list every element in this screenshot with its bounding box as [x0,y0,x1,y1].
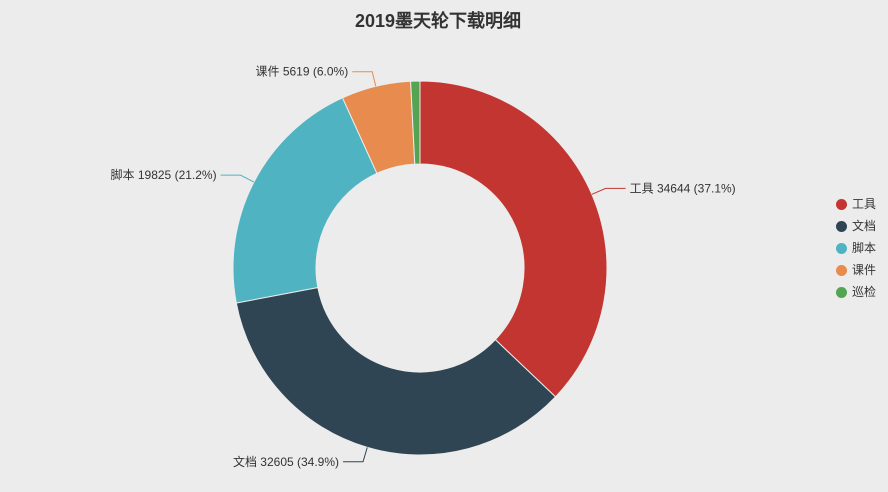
legend-item[interactable]: 课件 [835,263,876,277]
slice-label: 文档 32605 (34.9%) [233,454,339,469]
legend-item[interactable]: 文档 [835,219,876,233]
label-leader-line [591,187,626,195]
legend: 工具文档脚本课件巡检 [835,197,876,299]
label-leader-line [220,174,255,183]
legend-item[interactable]: 工具 [835,197,876,211]
legend-dot-icon [835,221,847,232]
legend-label: 巡检 [851,285,876,299]
legend-label: 工具 [851,197,876,211]
slice-label: 工具 34644 (37.1%) [630,181,736,195]
label-leader-line [352,71,377,87]
legend-item[interactable]: 巡检 [835,285,876,299]
legend-label: 脚本 [851,241,876,255]
legend-dot-icon [835,265,847,276]
legend-label: 课件 [851,263,876,277]
legend-item[interactable]: 脚本 [835,241,876,255]
pie-slice[interactable] [410,80,421,165]
legend-dot-icon [835,287,847,298]
slice-label: 脚本 19825 (21.2%) [111,167,217,182]
pie-slice[interactable] [232,97,378,304]
label-leader-line [343,447,368,463]
legend-dot-icon [835,243,847,254]
pie-slice[interactable] [235,286,557,456]
slice-label: 课件 5619 (6.0%) [256,65,349,79]
legend-dot-icon [835,199,847,210]
pie-slice[interactable] [419,80,608,398]
legend-label: 文档 [851,219,876,233]
chart-title: 2019墨天轮下载明细 [354,11,522,31]
